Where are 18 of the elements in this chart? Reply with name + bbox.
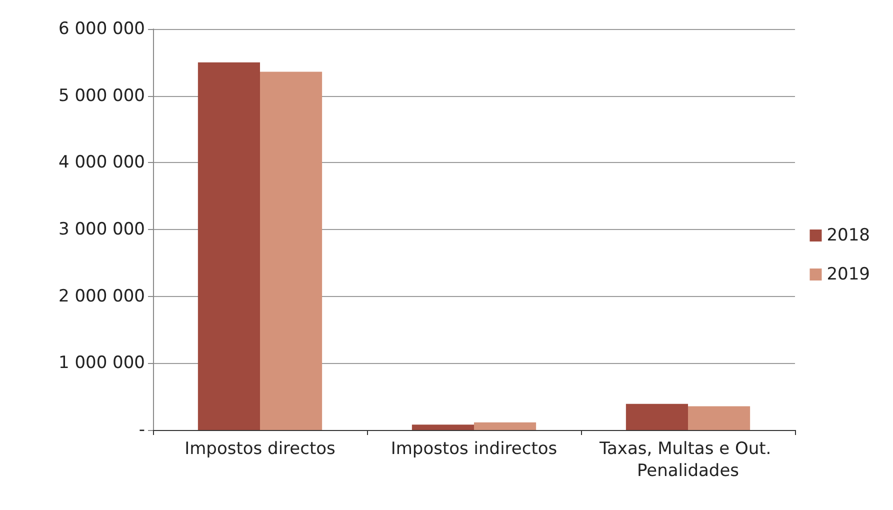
y-tick-label: 3 000 000 xyxy=(58,220,145,240)
bar xyxy=(198,62,260,430)
bar xyxy=(626,404,688,430)
x-tick-label: Impostos indirectos xyxy=(390,439,558,459)
y-tick-label: 4 000 000 xyxy=(58,152,145,173)
y-tick-label: 1 000 000 xyxy=(58,353,145,374)
bar xyxy=(412,424,474,430)
legend-label: 2018 xyxy=(826,226,870,246)
bar xyxy=(260,72,322,430)
legend-label: 2019 xyxy=(826,264,870,284)
y-tick-label: - xyxy=(138,420,145,440)
x-tick-label: Taxas, Multas e Out. Penalidades xyxy=(598,439,777,481)
y-tick-label: 5 000 000 xyxy=(58,86,145,106)
bar xyxy=(474,422,536,430)
y-tick-label: 2 000 000 xyxy=(58,286,145,306)
x-tick-label: Impostos directos xyxy=(184,439,336,459)
y-tick-label: 6 000 000 xyxy=(58,19,145,39)
bar xyxy=(688,406,750,430)
